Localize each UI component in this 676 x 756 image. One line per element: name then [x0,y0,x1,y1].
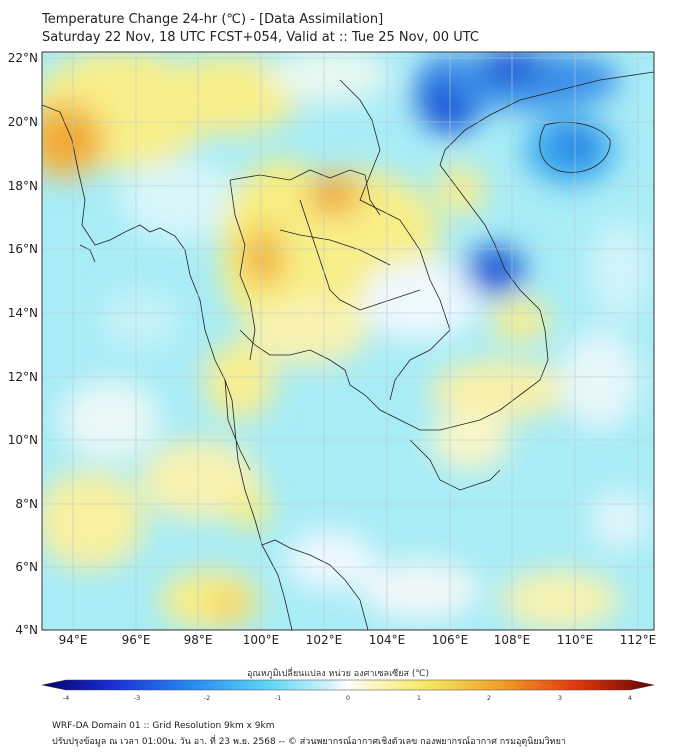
lon-label: 112°E [619,633,657,647]
temperature-field [42,52,654,630]
graticule [42,52,654,630]
colorbar-label: 0 [345,694,351,702]
lat-label: 10°N [7,433,38,447]
lat-label: 22°N [7,51,38,65]
lon-label: 98°E [183,633,213,647]
lon-label: 100°E [242,633,280,647]
lat-label: 8°N [15,497,38,511]
colorbar-label: -2 [203,694,211,702]
footer-model-info: WRF-DA Domain 01 :: Grid Resolution 9km … [52,721,275,731]
map-subtitle: Saturday 22 Nov, 18 UTC FCST+054, Valid … [42,30,479,45]
lat-label: 20°N [7,115,38,129]
colorbar-title: อุณหภูมิเปลี่ยนแปลง หน่วย องศาเซลเซียส (… [246,669,430,679]
colorbar [41,679,655,691]
lon-label: 110°E [556,633,594,647]
lat-label: 16°N [7,242,38,256]
colorbar-label: 4 [627,694,633,702]
colorbar-label: 2 [486,694,492,702]
lat-label: 4°N [15,623,38,637]
lon-label: 96°E [121,633,151,647]
colorbar-label: 3 [557,694,563,702]
map-title: Temperature Change 24-hr (℃) - [Data Ass… [42,12,384,27]
lat-label: 6°N [15,560,38,574]
lon-label: 102°E [305,633,343,647]
lat-label: 12°N [7,370,38,384]
colorbar-label: -1 [274,694,282,702]
colorbar-label: 1 [416,694,422,702]
lat-label: 14°N [7,306,38,320]
lon-label: 108°E [493,633,531,647]
lon-label: 106°E [431,633,469,647]
colorbar-label: -4 [62,694,70,702]
lon-label: 104°E [368,633,406,647]
footer-credit: ปรับปรุงข้อมูล ณ เวลา 01:00น. วัน อา. ที… [52,737,566,747]
lat-label: 18°N [7,179,38,193]
map-frame [41,51,655,631]
coastlines [42,71,654,630]
lon-label: 94°E [58,633,88,647]
colorbar-label: -3 [133,694,141,702]
